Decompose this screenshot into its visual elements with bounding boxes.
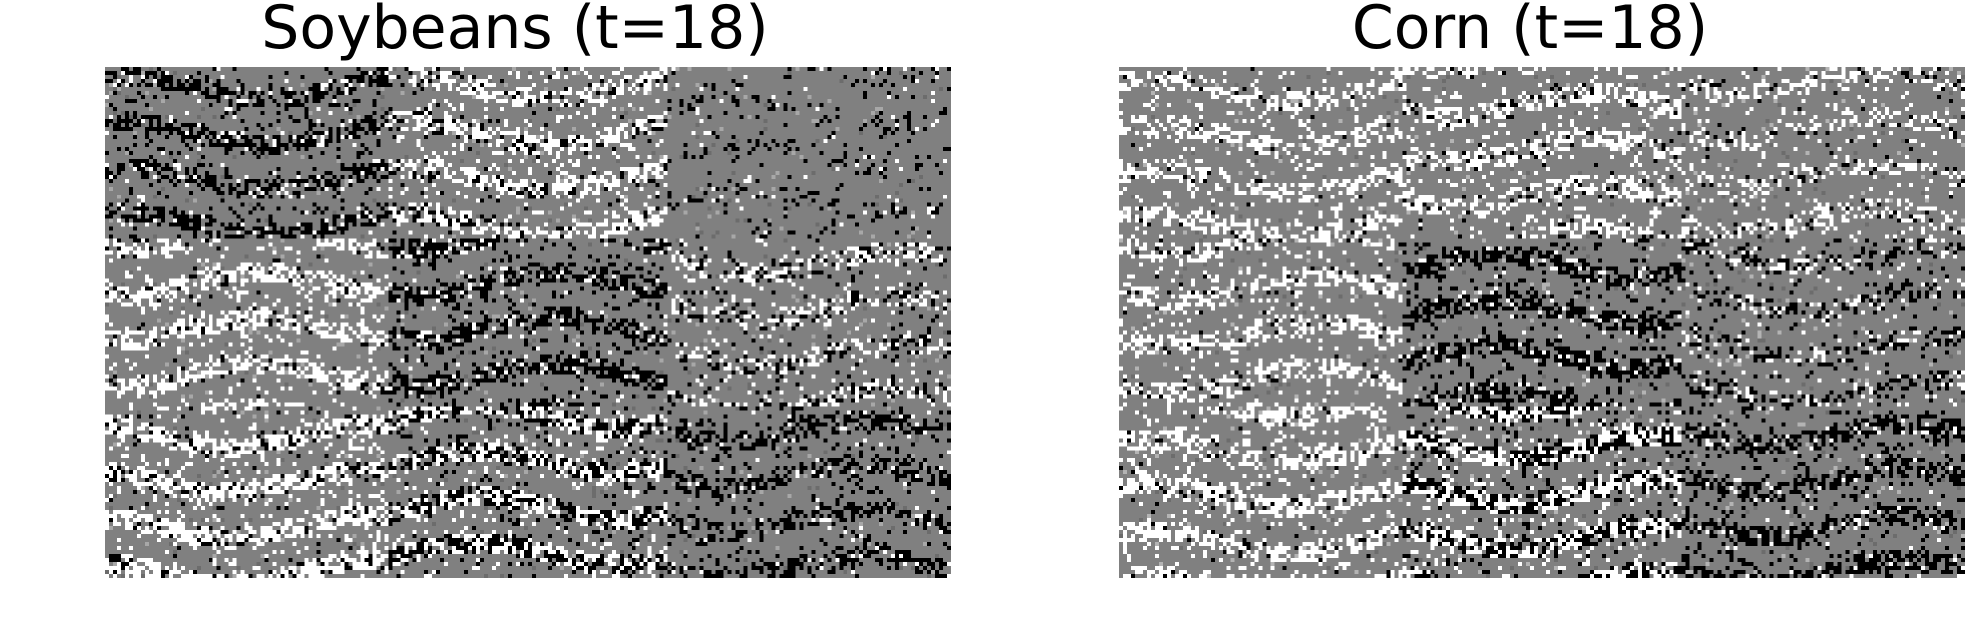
corn-map-canvas: [1119, 67, 1965, 578]
soybeans-panel-title: Soybeans (t=18): [261, 0, 769, 63]
soybeans-map-image: [105, 67, 951, 578]
corn-panel-title: Corn (t=18): [1351, 0, 1709, 63]
soybeans-map-canvas: [105, 67, 951, 578]
corn-map-image: [1119, 67, 1965, 578]
